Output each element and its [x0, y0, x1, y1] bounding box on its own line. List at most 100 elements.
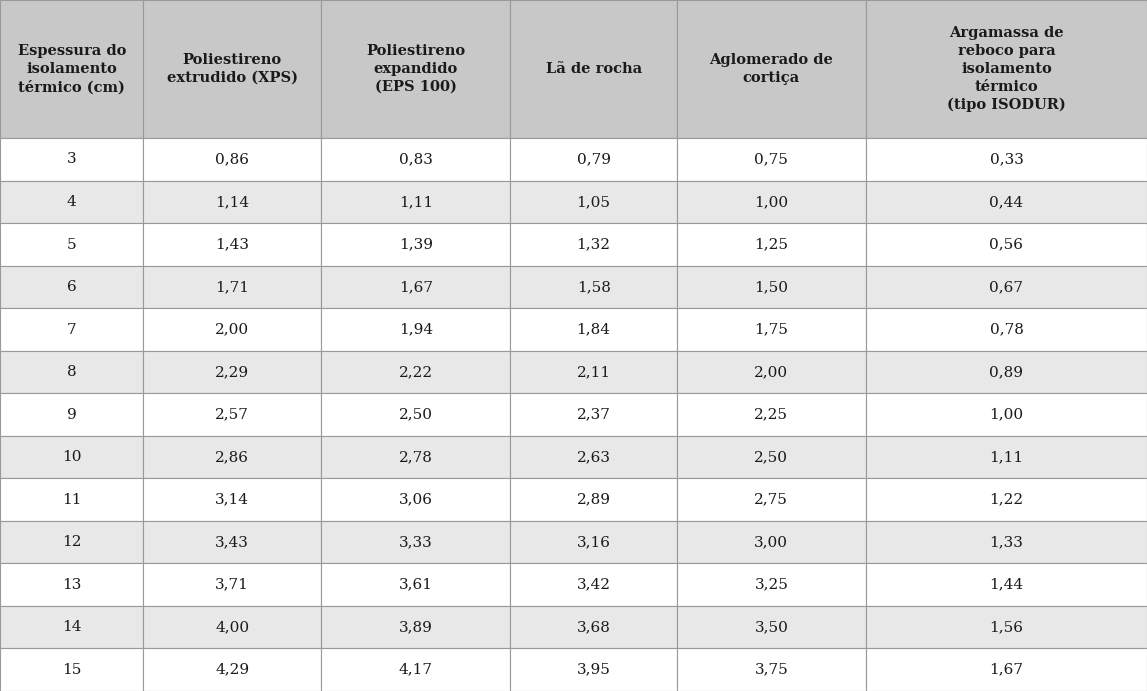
- Bar: [143, 181, 321, 223]
- Text: 2,89: 2,89: [577, 493, 610, 507]
- Text: 1,14: 1,14: [216, 195, 249, 209]
- Text: 1,94: 1,94: [399, 323, 432, 337]
- Bar: [143, 393, 321, 436]
- Text: 2,37: 2,37: [577, 408, 610, 422]
- Bar: [0, 223, 143, 266]
- Bar: [677, 478, 866, 521]
- Bar: [510, 436, 677, 478]
- Bar: [510, 563, 677, 606]
- Bar: [321, 308, 510, 351]
- Text: 0,56: 0,56: [990, 238, 1023, 252]
- Text: 3,95: 3,95: [577, 663, 610, 676]
- Text: 1,25: 1,25: [755, 238, 788, 252]
- Bar: [677, 521, 866, 563]
- Text: 1,43: 1,43: [216, 238, 249, 252]
- Text: 0,33: 0,33: [990, 153, 1023, 167]
- Bar: [0, 478, 143, 521]
- Bar: [866, 436, 1147, 478]
- Text: 1,50: 1,50: [755, 280, 788, 294]
- Text: 1,00: 1,00: [990, 408, 1023, 422]
- Bar: [510, 393, 677, 436]
- Bar: [866, 606, 1147, 648]
- Text: 11: 11: [62, 493, 81, 507]
- Bar: [321, 181, 510, 223]
- Text: 3,89: 3,89: [399, 621, 432, 634]
- Bar: [866, 266, 1147, 308]
- Bar: [0, 351, 143, 393]
- Bar: [677, 563, 866, 606]
- Bar: [321, 606, 510, 648]
- Text: 0,86: 0,86: [216, 153, 249, 167]
- Text: 3,50: 3,50: [755, 621, 788, 634]
- Bar: [321, 0, 510, 138]
- Bar: [143, 266, 321, 308]
- Bar: [0, 563, 143, 606]
- Bar: [321, 478, 510, 521]
- Text: Espessura do
isolamento
térmico (cm): Espessura do isolamento térmico (cm): [17, 44, 126, 94]
- Bar: [143, 308, 321, 351]
- Text: 1,32: 1,32: [577, 238, 610, 252]
- Bar: [0, 266, 143, 308]
- Bar: [510, 606, 677, 648]
- Text: 1,84: 1,84: [577, 323, 610, 337]
- Bar: [321, 223, 510, 266]
- Bar: [866, 393, 1147, 436]
- Bar: [510, 223, 677, 266]
- Text: 2,78: 2,78: [399, 450, 432, 464]
- Bar: [510, 478, 677, 521]
- Text: 2,86: 2,86: [216, 450, 249, 464]
- Text: 3,06: 3,06: [399, 493, 432, 507]
- Bar: [677, 266, 866, 308]
- Text: 2,57: 2,57: [216, 408, 249, 422]
- Bar: [677, 181, 866, 223]
- Text: 1,05: 1,05: [577, 195, 610, 209]
- Bar: [510, 266, 677, 308]
- Text: 0,67: 0,67: [990, 280, 1023, 294]
- Bar: [143, 648, 321, 691]
- Text: 14: 14: [62, 621, 81, 634]
- Bar: [0, 436, 143, 478]
- Bar: [677, 138, 866, 181]
- Text: Argamassa de
reboco para
isolamento
térmico
(tipo ISODUR): Argamassa de reboco para isolamento térm…: [947, 26, 1066, 112]
- Text: 1,44: 1,44: [990, 578, 1023, 591]
- Bar: [866, 351, 1147, 393]
- Bar: [0, 393, 143, 436]
- Bar: [143, 436, 321, 478]
- Text: 1,71: 1,71: [216, 280, 249, 294]
- Bar: [143, 0, 321, 138]
- Text: 12: 12: [62, 535, 81, 549]
- Text: 0,89: 0,89: [990, 365, 1023, 379]
- Bar: [677, 351, 866, 393]
- Text: 9: 9: [67, 408, 77, 422]
- Bar: [866, 181, 1147, 223]
- Text: 1,00: 1,00: [755, 195, 788, 209]
- Text: 2,63: 2,63: [577, 450, 610, 464]
- Text: 13: 13: [62, 578, 81, 591]
- Text: 6: 6: [67, 280, 77, 294]
- Bar: [143, 223, 321, 266]
- Text: 0,44: 0,44: [990, 195, 1023, 209]
- Text: 1,56: 1,56: [990, 621, 1023, 634]
- Text: 3,61: 3,61: [399, 578, 432, 591]
- Text: 3: 3: [67, 153, 77, 167]
- Text: 4: 4: [67, 195, 77, 209]
- Text: Poliestireno
expandido
(EPS 100): Poliestireno expandido (EPS 100): [366, 44, 466, 94]
- Bar: [866, 521, 1147, 563]
- Bar: [0, 521, 143, 563]
- Text: 0,79: 0,79: [577, 153, 610, 167]
- Text: 10: 10: [62, 450, 81, 464]
- Bar: [510, 521, 677, 563]
- Bar: [143, 606, 321, 648]
- Text: 0,78: 0,78: [990, 323, 1023, 337]
- Text: 0,75: 0,75: [755, 153, 788, 167]
- Text: 2,50: 2,50: [755, 450, 788, 464]
- Bar: [510, 181, 677, 223]
- Bar: [321, 436, 510, 478]
- Bar: [677, 606, 866, 648]
- Bar: [866, 138, 1147, 181]
- Bar: [677, 223, 866, 266]
- Bar: [321, 648, 510, 691]
- Text: 2,22: 2,22: [399, 365, 432, 379]
- Bar: [866, 0, 1147, 138]
- Text: 1,11: 1,11: [990, 450, 1023, 464]
